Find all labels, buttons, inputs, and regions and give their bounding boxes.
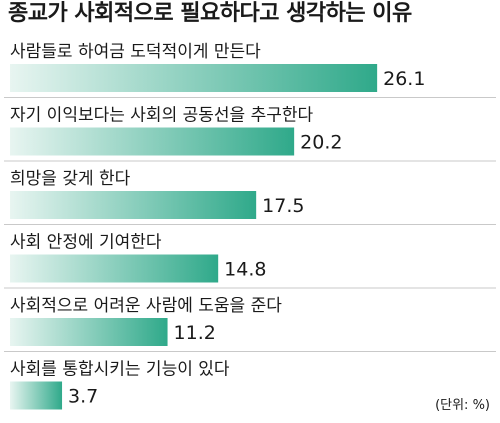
value-label: 3.7 bbox=[68, 386, 98, 408]
category-label: 자기 이익보다는 사회의 공동선을 추구한다 bbox=[10, 106, 313, 126]
bar bbox=[10, 64, 378, 92]
bar bbox=[10, 381, 63, 410]
category-label: 희망을 갖게 한다 bbox=[10, 169, 131, 189]
value-label: 11.2 bbox=[174, 322, 216, 344]
category-label: 사람들로 하여금 도덕적이게 만든다 bbox=[10, 42, 261, 62]
category-label: 사회 안정에 기여한다 bbox=[10, 233, 162, 253]
category-label: 사회적으로 어려운 사람에 도움을 준다 bbox=[10, 296, 282, 316]
bar bbox=[10, 254, 219, 283]
value-label: 20.2 bbox=[300, 132, 342, 154]
value-label: 14.8 bbox=[224, 259, 266, 281]
bar bbox=[10, 318, 168, 346]
chart-title: 종교가 사회적으로 필요하다고 생각하는 이유 bbox=[8, 1, 412, 26]
value-label: 17.5 bbox=[262, 195, 304, 217]
category-label: 사회를 통합시키는 기능이 있다 bbox=[10, 360, 230, 380]
unit-note: (단위: %) bbox=[435, 398, 490, 413]
value-label: 26.1 bbox=[383, 68, 425, 90]
bar bbox=[10, 127, 295, 156]
bar bbox=[10, 191, 257, 219]
